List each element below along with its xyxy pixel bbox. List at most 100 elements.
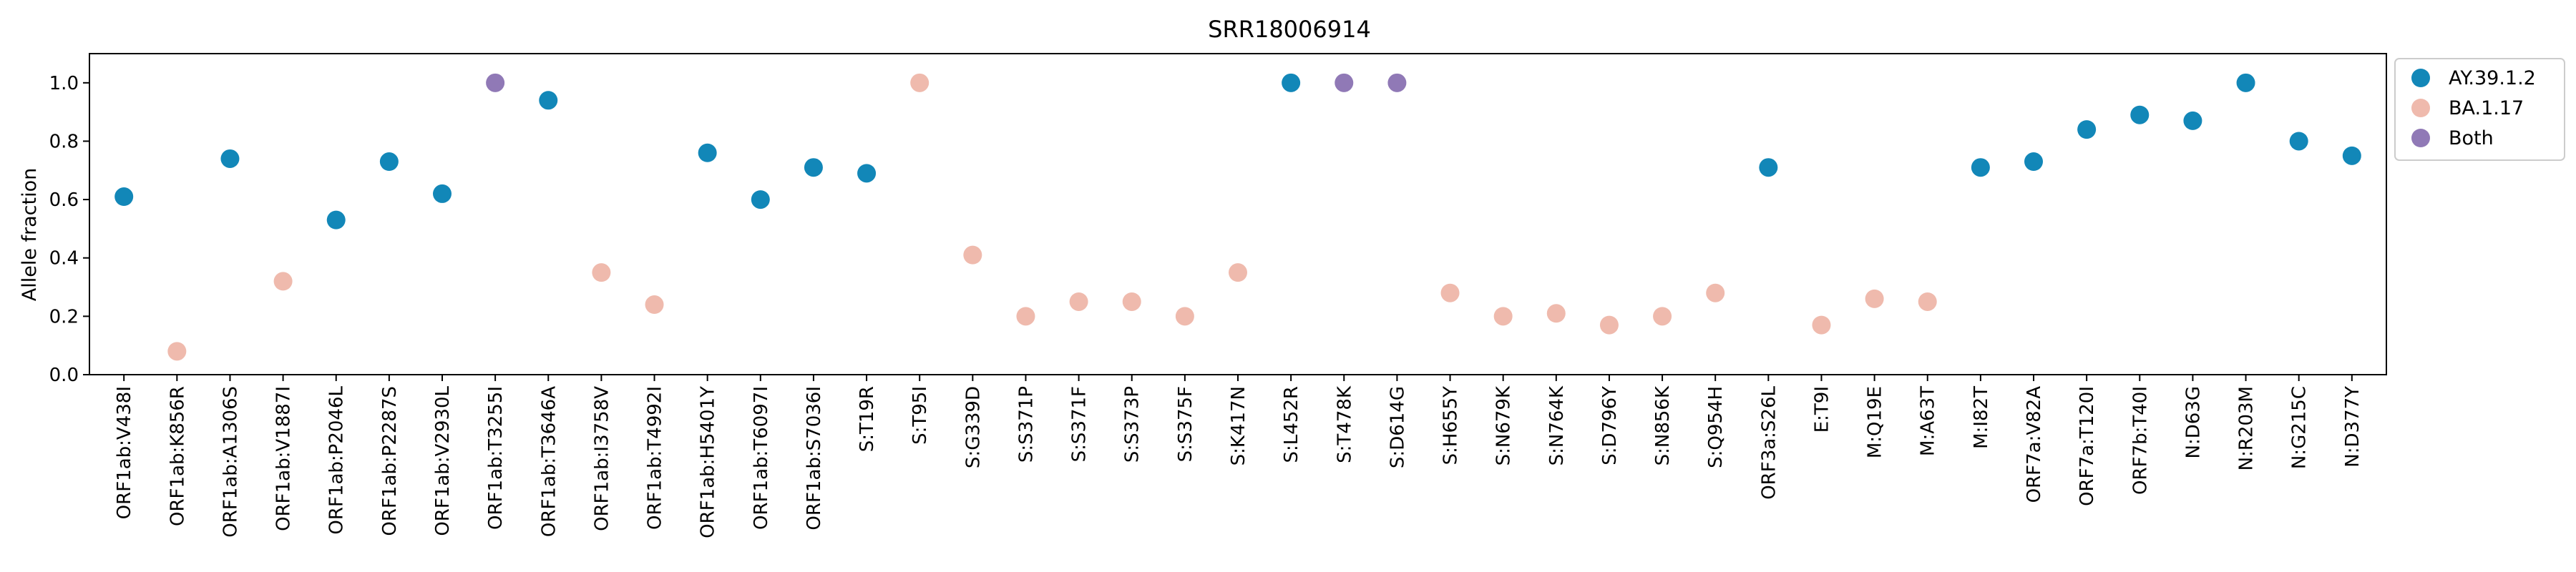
data-point xyxy=(1546,304,1566,323)
data-point xyxy=(2183,111,2202,130)
x-tick-label: N:R203M xyxy=(2236,386,2258,470)
data-point xyxy=(167,342,187,361)
data-point xyxy=(592,263,611,282)
data-point xyxy=(645,295,664,315)
x-tick-label: E:T9I xyxy=(1811,386,1833,433)
x-axis: ORF1ab:V438I ORF1ab:K856R ORF1ab:A1306S ORF… xyxy=(114,375,2363,538)
x-tick-label: ORF7a:V82A xyxy=(2024,386,2045,503)
data-point xyxy=(1016,307,1035,326)
data-point xyxy=(1706,283,1725,302)
data-point xyxy=(2077,120,2097,139)
x-tick-label: ORF1ab:V438I xyxy=(114,386,135,519)
x-tick-label: ORF7b:T40I xyxy=(2129,386,2151,495)
data-point xyxy=(1440,283,1460,302)
data-point xyxy=(379,152,399,172)
x-tick-label: ORF3a:S26L xyxy=(1758,385,1780,499)
data-points xyxy=(114,73,2361,361)
data-point xyxy=(539,91,558,110)
x-tick-label: S:S373P xyxy=(1122,386,1143,463)
data-point xyxy=(963,245,982,265)
data-point xyxy=(1971,158,1990,177)
x-tick-label: ORF1ab:T4992I xyxy=(645,386,666,530)
x-tick-label: S:S371P xyxy=(1015,386,1037,463)
data-point xyxy=(804,158,823,177)
x-tick-label: ORF1ab:S7036I xyxy=(804,386,825,531)
data-point xyxy=(698,143,717,162)
x-tick-label: S:K417N xyxy=(1228,386,1249,465)
x-tick-label: S:T478K xyxy=(1334,385,1355,463)
legend-marker xyxy=(2411,129,2430,147)
data-point xyxy=(751,190,770,209)
x-tick-label: ORF1ab:T6097I xyxy=(751,386,772,530)
data-point xyxy=(273,272,293,291)
x-tick-label: S:Q954H xyxy=(1705,386,1727,468)
data-point xyxy=(1493,307,1513,326)
legend-marker xyxy=(2411,69,2430,87)
x-tick-label: S:D796Y xyxy=(1599,386,1621,465)
data-point xyxy=(432,184,452,203)
data-point xyxy=(1229,263,1247,282)
data-point xyxy=(2289,132,2308,151)
legend-frame xyxy=(2394,58,2565,161)
x-tick-label: S:G339D xyxy=(962,386,984,468)
x-tick-label: M:I82T xyxy=(1971,386,1992,449)
data-point xyxy=(1759,158,1778,177)
legend: AY.39.1.2 BA.1.17 Both xyxy=(2394,58,2565,161)
x-tick-label: S:T95I xyxy=(909,386,931,445)
x-tick-label: ORF1ab:H5401Y xyxy=(698,386,719,538)
data-point xyxy=(326,210,346,230)
data-point xyxy=(2024,152,2044,172)
x-tick-label: ORF7a:T120I xyxy=(2077,386,2098,506)
data-point xyxy=(2130,105,2150,124)
x-tick-label: S:H655Y xyxy=(1440,386,1462,465)
x-tick-label: S:S371F xyxy=(1069,386,1091,462)
x-tick-label: N:D63G xyxy=(2182,386,2204,458)
legend-marker xyxy=(2411,99,2430,117)
x-tick-label: S:T19R xyxy=(857,386,878,452)
x-tick-label: ORF1ab:T3646A xyxy=(538,386,560,537)
data-point xyxy=(1599,315,1619,335)
data-point xyxy=(220,149,240,168)
x-tick-label: S:S375F xyxy=(1175,386,1196,462)
data-point xyxy=(1175,307,1194,326)
data-point xyxy=(1282,73,1301,92)
x-tick-label: ORF1ab:I3758V xyxy=(591,386,613,531)
y-tick-label: 0.6 xyxy=(49,189,79,211)
data-point xyxy=(2342,146,2361,165)
x-tick-label: S:N856K xyxy=(1652,385,1674,465)
x-tick-label: ORF1ab:P2046L xyxy=(326,385,348,534)
x-tick-label: M:A63T xyxy=(1918,386,1939,456)
data-point xyxy=(1653,307,1672,326)
data-point xyxy=(1069,292,1088,311)
y-tick-label: 1.0 xyxy=(49,73,79,94)
x-tick-label: ORF1ab:T3255I xyxy=(485,386,507,530)
data-point xyxy=(486,73,505,92)
y-tick-label: 0.0 xyxy=(49,365,79,386)
x-tick-label: S:L452R xyxy=(1281,386,1302,463)
y-axis: 0.0 0.2 0.4 0.6 0.8 1.0 xyxy=(49,73,89,386)
x-tick-label: M:Q19E xyxy=(1865,386,1886,458)
x-tick-label: ORF1ab:V2930L xyxy=(432,385,454,536)
data-point xyxy=(1865,289,1884,308)
y-tick-label: 0.8 xyxy=(49,131,79,152)
legend-label: AY.39.1.2 xyxy=(2449,67,2536,89)
data-point xyxy=(857,164,877,183)
data-point xyxy=(1812,315,1831,335)
legend-label: BA.1.17 xyxy=(2449,97,2524,119)
data-point xyxy=(910,73,930,92)
x-tick-label: S:D614G xyxy=(1387,386,1408,468)
x-tick-label: N:G215C xyxy=(2289,386,2311,469)
x-tick-label: S:N679K xyxy=(1493,385,1515,465)
x-tick-label: ORF1ab:A1306S xyxy=(220,386,241,538)
x-tick-label: ORF1ab:P2287S xyxy=(379,386,401,536)
data-point xyxy=(1335,73,1354,92)
y-tick-label: 0.2 xyxy=(49,306,79,327)
x-tick-label: ORF1ab:K856R xyxy=(167,386,188,526)
x-tick-label: S:N764K xyxy=(1546,385,1568,465)
y-tick-label: 0.4 xyxy=(49,248,79,270)
plot-frame xyxy=(89,53,2387,375)
data-point xyxy=(2236,73,2255,92)
data-point xyxy=(1122,292,1141,311)
data-point xyxy=(1387,73,1407,92)
